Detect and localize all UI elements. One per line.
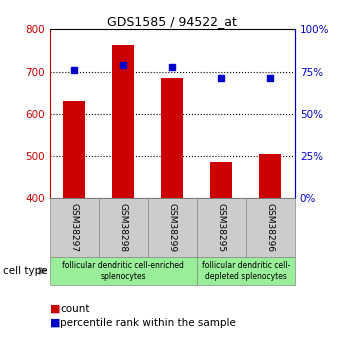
Point <box>170 64 175 69</box>
Bar <box>148 198 197 257</box>
Text: percentile rank within the sample: percentile rank within the sample <box>60 318 236 327</box>
Point <box>268 76 273 81</box>
Text: GSM38298: GSM38298 <box>119 203 128 252</box>
Text: ■: ■ <box>50 318 60 327</box>
Bar <box>161 78 184 198</box>
Title: GDS1585 / 94522_at: GDS1585 / 94522_at <box>107 15 237 28</box>
Bar <box>50 198 99 257</box>
Text: follicular dendritic cell-
depleted splenocytes: follicular dendritic cell- depleted sple… <box>202 261 290 280</box>
Text: cell type: cell type <box>3 266 48 276</box>
Point <box>219 76 224 81</box>
Bar <box>197 198 246 257</box>
Bar <box>246 198 295 257</box>
Text: GSM38295: GSM38295 <box>217 203 226 252</box>
Text: follicular dendritic cell-enriched
splenocytes: follicular dendritic cell-enriched splen… <box>62 261 184 280</box>
Point <box>71 67 77 73</box>
Polygon shape <box>39 267 46 274</box>
Bar <box>210 161 233 198</box>
Text: GSM38296: GSM38296 <box>266 203 275 252</box>
Bar <box>50 257 197 285</box>
Text: GSM38299: GSM38299 <box>168 203 177 252</box>
Point <box>121 62 126 68</box>
Bar <box>197 257 295 285</box>
Bar <box>63 101 85 198</box>
Bar <box>112 46 134 198</box>
Text: GSM38297: GSM38297 <box>70 203 79 252</box>
Bar <box>99 198 148 257</box>
Text: count: count <box>60 304 90 314</box>
Text: ■: ■ <box>50 304 60 314</box>
Bar <box>259 154 282 198</box>
